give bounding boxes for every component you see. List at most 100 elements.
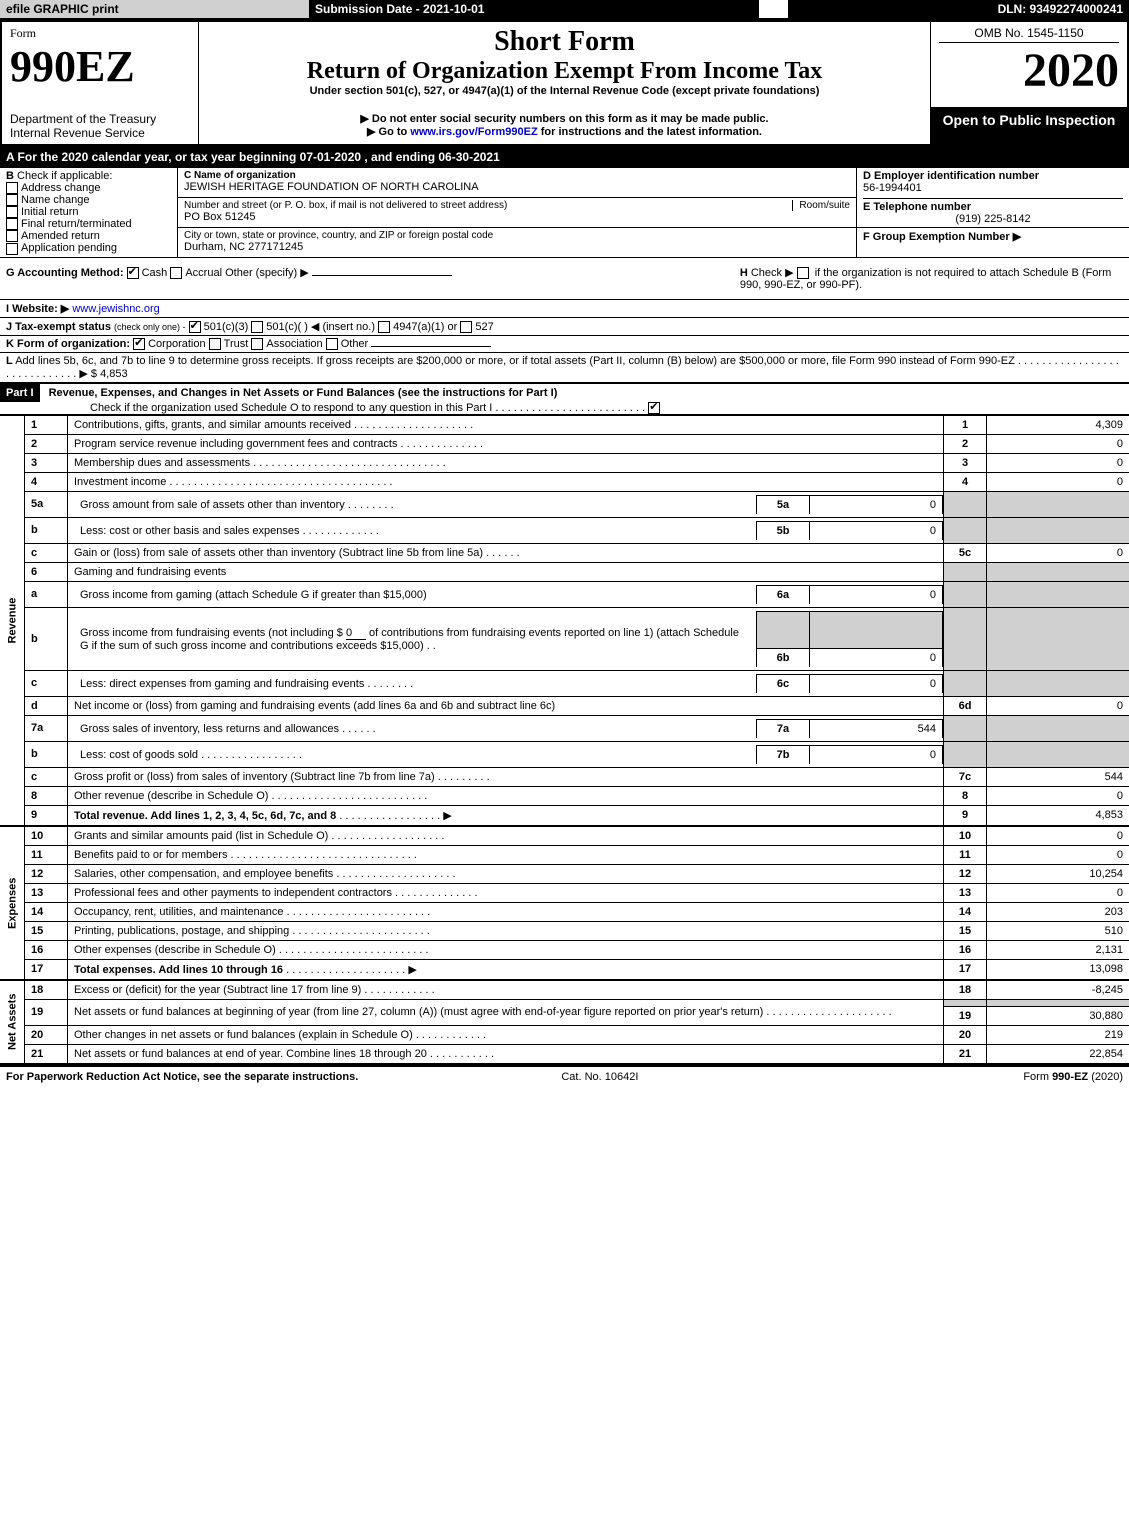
line-12-ref: 12 xyxy=(944,864,987,883)
section-g-label: G Accounting Method: xyxy=(6,267,124,279)
label-name-change: Name change xyxy=(21,194,90,206)
line-5a-sub: 5a xyxy=(757,495,810,514)
line-14-desc: Occupancy, rent, utilities, and maintena… xyxy=(74,906,284,918)
line-6c-subval: 0 xyxy=(810,674,943,693)
line-6b-desc1: Gross income from fundraising events (no… xyxy=(80,627,343,639)
checkbox-accrual[interactable] xyxy=(170,267,182,279)
internal-revenue-service: Internal Revenue Service xyxy=(10,126,190,140)
checkbox-corporation[interactable] xyxy=(133,338,145,350)
line-21-val: 22,854 xyxy=(987,1044,1129,1064)
room-suite-label: Room/suite xyxy=(792,200,850,211)
line-7b-sub: 7b xyxy=(757,745,810,764)
department-treasury: Department of the Treasury xyxy=(10,112,190,126)
line-6d-desc: Net income or (loss) from gaming and fun… xyxy=(74,700,555,712)
line-8-val: 0 xyxy=(987,786,1129,805)
tax-year: 2020 xyxy=(939,43,1119,98)
part-i-title: Revenue, Expenses, and Changes in Net As… xyxy=(49,387,558,399)
sidebar-revenue: Revenue xyxy=(0,415,25,826)
line-6a-val-shaded xyxy=(987,581,1129,607)
line-6a-sub: 6a xyxy=(757,585,810,604)
line-20-num: 20 xyxy=(25,1025,68,1044)
line-6b-num: b xyxy=(25,607,68,670)
line-6c-val-shaded xyxy=(987,670,1129,696)
warning-ssn: ▶ Do not enter social security numbers o… xyxy=(207,112,922,125)
efile-graphic-print[interactable]: efile GRAPHIC print xyxy=(0,0,309,19)
line-10-num: 10 xyxy=(25,826,68,846)
line-19-ref-shaded xyxy=(944,999,987,1006)
line-5b-desc: Less: cost or other basis and sales expe… xyxy=(80,525,300,537)
line-13-desc: Professional fees and other payments to … xyxy=(74,887,392,899)
accounting-status-block: G Accounting Method: Cash Accrual Other … xyxy=(0,258,1129,336)
checkbox-4947a1[interactable] xyxy=(378,321,390,333)
label-501c3: 501(c)(3) xyxy=(204,321,249,333)
line-19-desc: Net assets or fund balances at beginning… xyxy=(74,1006,763,1018)
sidebar-net-assets: Net Assets xyxy=(0,980,25,1064)
section-h-label: H xyxy=(740,267,748,279)
line-15-val: 510 xyxy=(987,921,1129,940)
line-20-ref: 20 xyxy=(944,1025,987,1044)
topbar: efile GRAPHIC print Submission Date - 20… xyxy=(0,0,1129,20)
street-address-label: Number and street (or P. O. box, if mail… xyxy=(184,200,792,211)
instructions-link-line: ▶ Go to www.irs.gov/Form990EZ for instru… xyxy=(207,125,922,138)
line-6a-subval: 0 xyxy=(810,585,943,604)
line-21-num: 21 xyxy=(25,1044,68,1064)
line-5a-desc: Gross amount from sale of assets other t… xyxy=(80,499,345,511)
line-5c-num: c xyxy=(25,543,68,562)
label-address-change: Address change xyxy=(21,182,101,194)
telephone-value: (919) 225-8142 xyxy=(863,213,1123,225)
line-6b-amount: 0 xyxy=(346,627,366,640)
checkbox-name-change[interactable] xyxy=(6,194,18,206)
line-7b-ref-shaded xyxy=(944,741,987,767)
checkbox-trust[interactable] xyxy=(209,338,221,350)
line-18-val: -8,245 xyxy=(987,980,1129,1000)
form-header: Form 990EZ Department of the Treasury In… xyxy=(0,20,1129,146)
entity-info-block: B Check if applicable: Address change Na… xyxy=(0,168,1129,258)
checkbox-association[interactable] xyxy=(251,338,263,350)
checkbox-cash[interactable] xyxy=(127,267,139,279)
line-17-arrow: ▶ xyxy=(408,964,416,976)
other-org-field[interactable] xyxy=(371,346,491,347)
line-7c-val: 544 xyxy=(987,767,1129,786)
checkbox-address-change[interactable] xyxy=(6,182,18,194)
line-6c-num: c xyxy=(25,670,68,696)
label-cash: Cash xyxy=(142,267,168,279)
ein-value: 56-1994401 xyxy=(863,182,1123,194)
line-6-num: 6 xyxy=(25,562,68,581)
checkbox-schedule-b-not-required[interactable] xyxy=(797,267,809,279)
checkbox-amended-return[interactable] xyxy=(6,230,18,242)
line-6b-subval: 0 xyxy=(810,648,943,667)
line-6c-sub: 6c xyxy=(757,674,810,693)
line-7a-num: 7a xyxy=(25,715,68,741)
line-3-desc: Membership dues and assessments xyxy=(74,457,250,469)
line-1-num: 1 xyxy=(25,415,68,434)
catalog-number: Cat. No. 10642I xyxy=(561,1071,638,1083)
city-label: City or town, state or province, country… xyxy=(184,230,850,241)
line-6d-num: d xyxy=(25,696,68,715)
label-accrual: Accrual xyxy=(185,267,222,279)
part-i-lines-table: Revenue 1 Contributions, gifts, grants, … xyxy=(0,415,1129,1065)
checkbox-527[interactable] xyxy=(460,321,472,333)
checkbox-501c[interactable] xyxy=(251,321,263,333)
checkbox-final-return[interactable] xyxy=(6,218,18,230)
subtitle: Under section 501(c), 527, or 4947(a)(1)… xyxy=(207,85,922,97)
line-5c-ref: 5c xyxy=(944,543,987,562)
checkbox-initial-return[interactable] xyxy=(6,206,18,218)
line-6b-val-shaded xyxy=(987,607,1129,670)
checkbox-application-pending[interactable] xyxy=(6,243,18,255)
other-specify-field[interactable] xyxy=(312,275,452,276)
instructions-link[interactable]: www.irs.gov/Form990EZ xyxy=(410,126,537,138)
checkbox-other-org[interactable] xyxy=(326,338,338,350)
form-990ez-footer: Form 990-EZ (2020) xyxy=(1023,1071,1123,1083)
section-f-label: F Group Exemption Number ▶ xyxy=(863,231,1021,243)
checkbox-schedule-o-used[interactable] xyxy=(648,402,660,414)
line-19-ref: 19 xyxy=(944,1006,987,1025)
line-8-num: 8 xyxy=(25,786,68,805)
website-link[interactable]: www.jewishnc.org xyxy=(72,303,159,315)
section-l-arrow: ▶ $ xyxy=(79,368,97,380)
line-5b-num: b xyxy=(25,517,68,543)
line-5a-val-shaded xyxy=(987,491,1129,517)
line-7a-desc: Gross sales of inventory, less returns a… xyxy=(80,723,339,735)
part-i-header-row: Part I Revenue, Expenses, and Changes in… xyxy=(0,384,1129,415)
line-15-ref: 15 xyxy=(944,921,987,940)
checkbox-501c3[interactable] xyxy=(189,321,201,333)
